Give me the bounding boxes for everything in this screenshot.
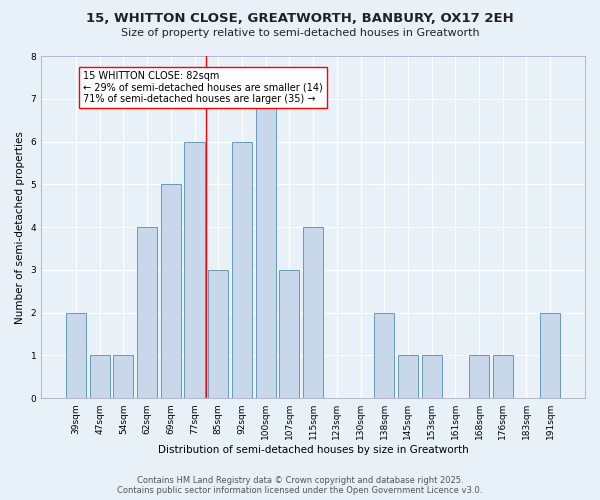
Y-axis label: Number of semi-detached properties: Number of semi-detached properties xyxy=(15,130,25,324)
Bar xyxy=(540,312,560,398)
Bar xyxy=(303,227,323,398)
Bar xyxy=(113,356,133,398)
Bar xyxy=(374,312,394,398)
Bar xyxy=(232,142,252,398)
Bar xyxy=(184,142,205,398)
Text: Size of property relative to semi-detached houses in Greatworth: Size of property relative to semi-detach… xyxy=(121,28,479,38)
Bar xyxy=(422,356,442,398)
Text: 15, WHITTON CLOSE, GREATWORTH, BANBURY, OX17 2EH: 15, WHITTON CLOSE, GREATWORTH, BANBURY, … xyxy=(86,12,514,26)
Bar xyxy=(469,356,489,398)
Bar xyxy=(256,99,276,398)
Bar xyxy=(137,227,157,398)
X-axis label: Distribution of semi-detached houses by size in Greatworth: Distribution of semi-detached houses by … xyxy=(158,445,469,455)
Text: 15 WHITTON CLOSE: 82sqm
← 29% of semi-detached houses are smaller (14)
71% of se: 15 WHITTON CLOSE: 82sqm ← 29% of semi-de… xyxy=(83,71,323,104)
Bar xyxy=(161,184,181,398)
Bar xyxy=(89,356,110,398)
Bar xyxy=(493,356,513,398)
Bar xyxy=(66,312,86,398)
Bar xyxy=(398,356,418,398)
Text: Contains HM Land Registry data © Crown copyright and database right 2025.
Contai: Contains HM Land Registry data © Crown c… xyxy=(118,476,482,495)
Bar xyxy=(279,270,299,398)
Bar xyxy=(208,270,229,398)
